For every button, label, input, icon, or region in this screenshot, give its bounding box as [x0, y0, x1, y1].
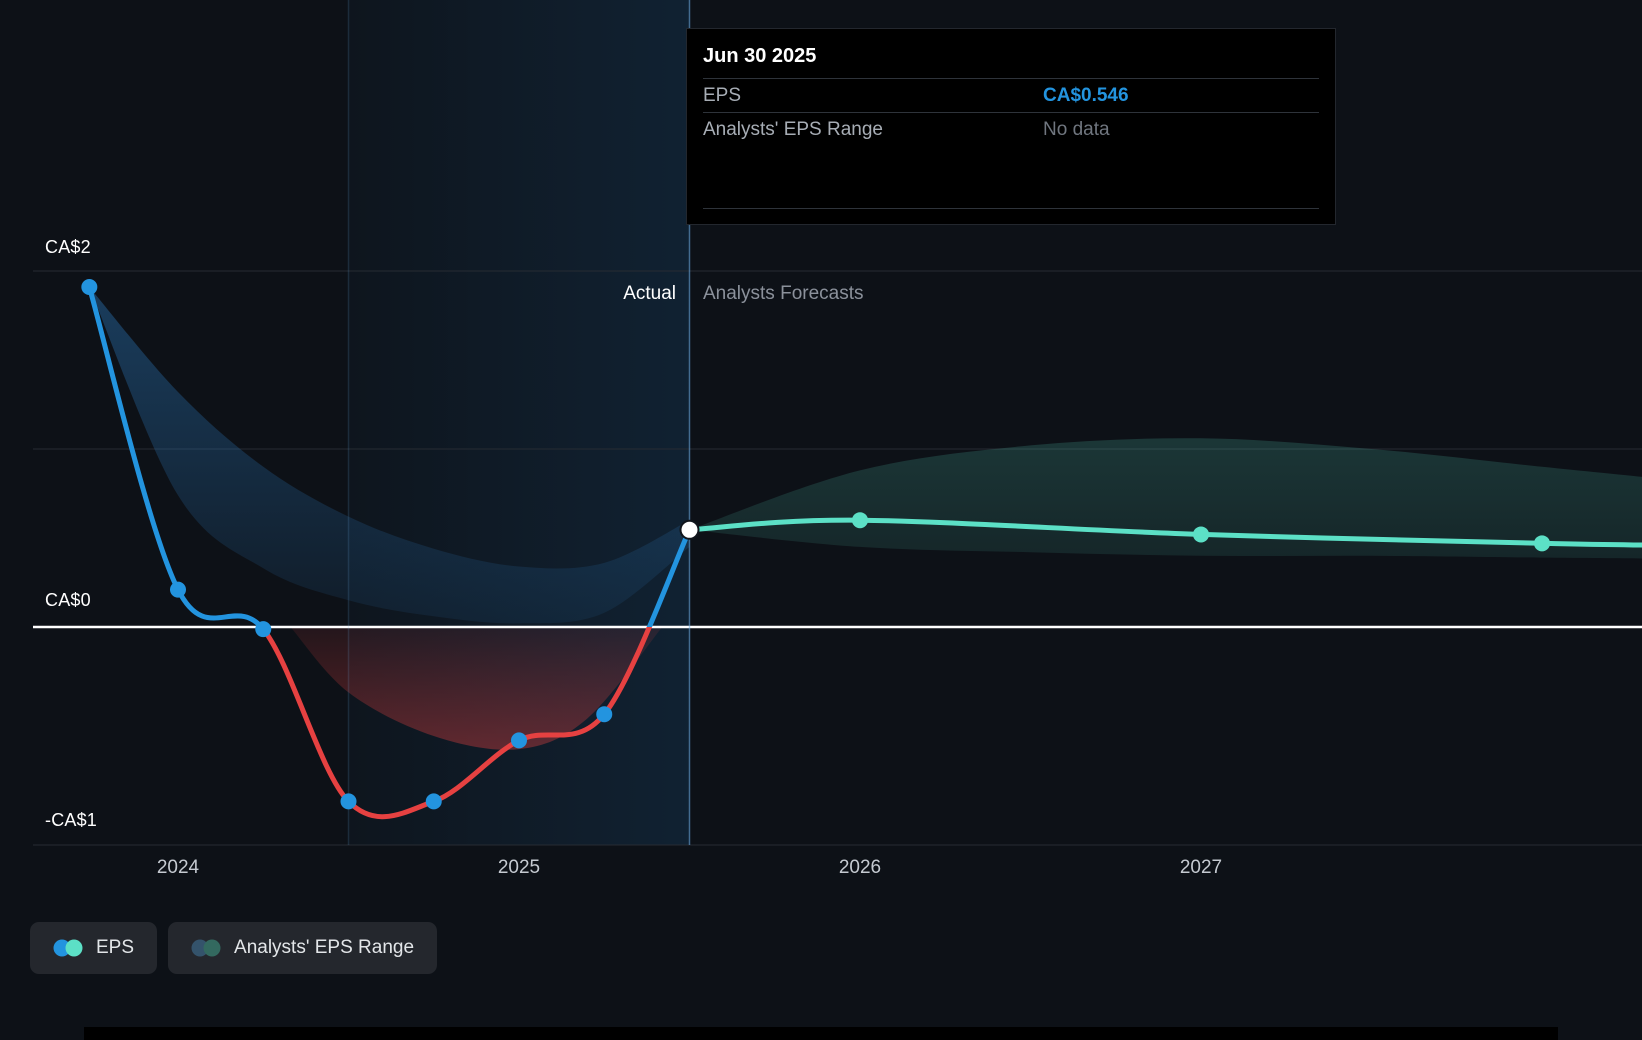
hover-tooltip: Jun 30 2025 EPS CA$0.546 Analysts' EPS R…: [686, 28, 1336, 225]
eps-actual-marker[interactable]: [170, 581, 186, 598]
forecast-range-band: [689, 438, 1642, 559]
actual-section-label: Actual: [623, 283, 676, 304]
eps-range-legend-icon: [191, 939, 221, 957]
bottom-scrollbar[interactable]: [84, 1027, 1558, 1040]
y-axis-label-ca0: CA$0: [45, 590, 91, 610]
eps-actual-marker[interactable]: [255, 621, 272, 638]
x-axis-label-2024: 2024: [156, 857, 200, 878]
eps-actual-marker[interactable]: [81, 279, 98, 296]
eps-current-marker[interactable]: [679, 519, 700, 540]
past-range-negative-band: [290, 627, 663, 750]
eps-forecast-marker[interactable]: [1193, 526, 1209, 543]
tooltip-separator: [703, 112, 1319, 113]
y-axis-label-neg-ca1: -CA$1: [45, 810, 98, 830]
tooltip-row-label: EPS: [703, 84, 742, 106]
x-axis-label-2026: 2026: [838, 857, 882, 878]
eps-actual-line-positive: [86, 284, 692, 627]
tooltip-separator: [703, 208, 1319, 209]
legend-range-label: Analysts' EPS Range: [234, 937, 415, 958]
tooltip-row-label: Analysts' EPS Range: [703, 118, 883, 140]
legend-eps[interactable]: EPS: [30, 922, 158, 974]
legend: EPS Analysts' EPS Range: [30, 922, 438, 974]
x-axis-label-2027: 2027: [1179, 857, 1223, 878]
tooltip-row-value: No data: [1043, 118, 1110, 140]
legend-analysts-eps-range[interactable]: Analysts' EPS Range: [168, 922, 438, 974]
eps-actual-marker[interactable]: [340, 793, 357, 810]
forecast-section-label: Analysts Forecasts: [703, 283, 864, 304]
legend-eps-label: EPS: [96, 937, 135, 958]
tooltip-separator: [703, 78, 1319, 79]
past-range-positive-band: [89, 287, 690, 624]
tooltip-row-value: CA$0.546: [1043, 84, 1129, 106]
tooltip-date: Jun 30 2025: [703, 45, 817, 67]
eps-forecast-marker[interactable]: [1534, 535, 1550, 552]
tooltip-row-eps: EPS CA$0.546: [703, 79, 1319, 112]
eps-actual-marker[interactable]: [596, 706, 613, 723]
eps-legend-icon: [53, 939, 83, 957]
eps-actual-marker[interactable]: [511, 732, 527, 749]
tooltip-row-range: Analysts' EPS Range No data: [703, 113, 1319, 146]
x-axis-label-2025: 2025: [497, 857, 541, 878]
eps-actual-marker[interactable]: [425, 793, 442, 810]
y-axis-label-ca2: CA$2: [45, 237, 91, 257]
eps-forecast-marker[interactable]: [852, 512, 868, 529]
